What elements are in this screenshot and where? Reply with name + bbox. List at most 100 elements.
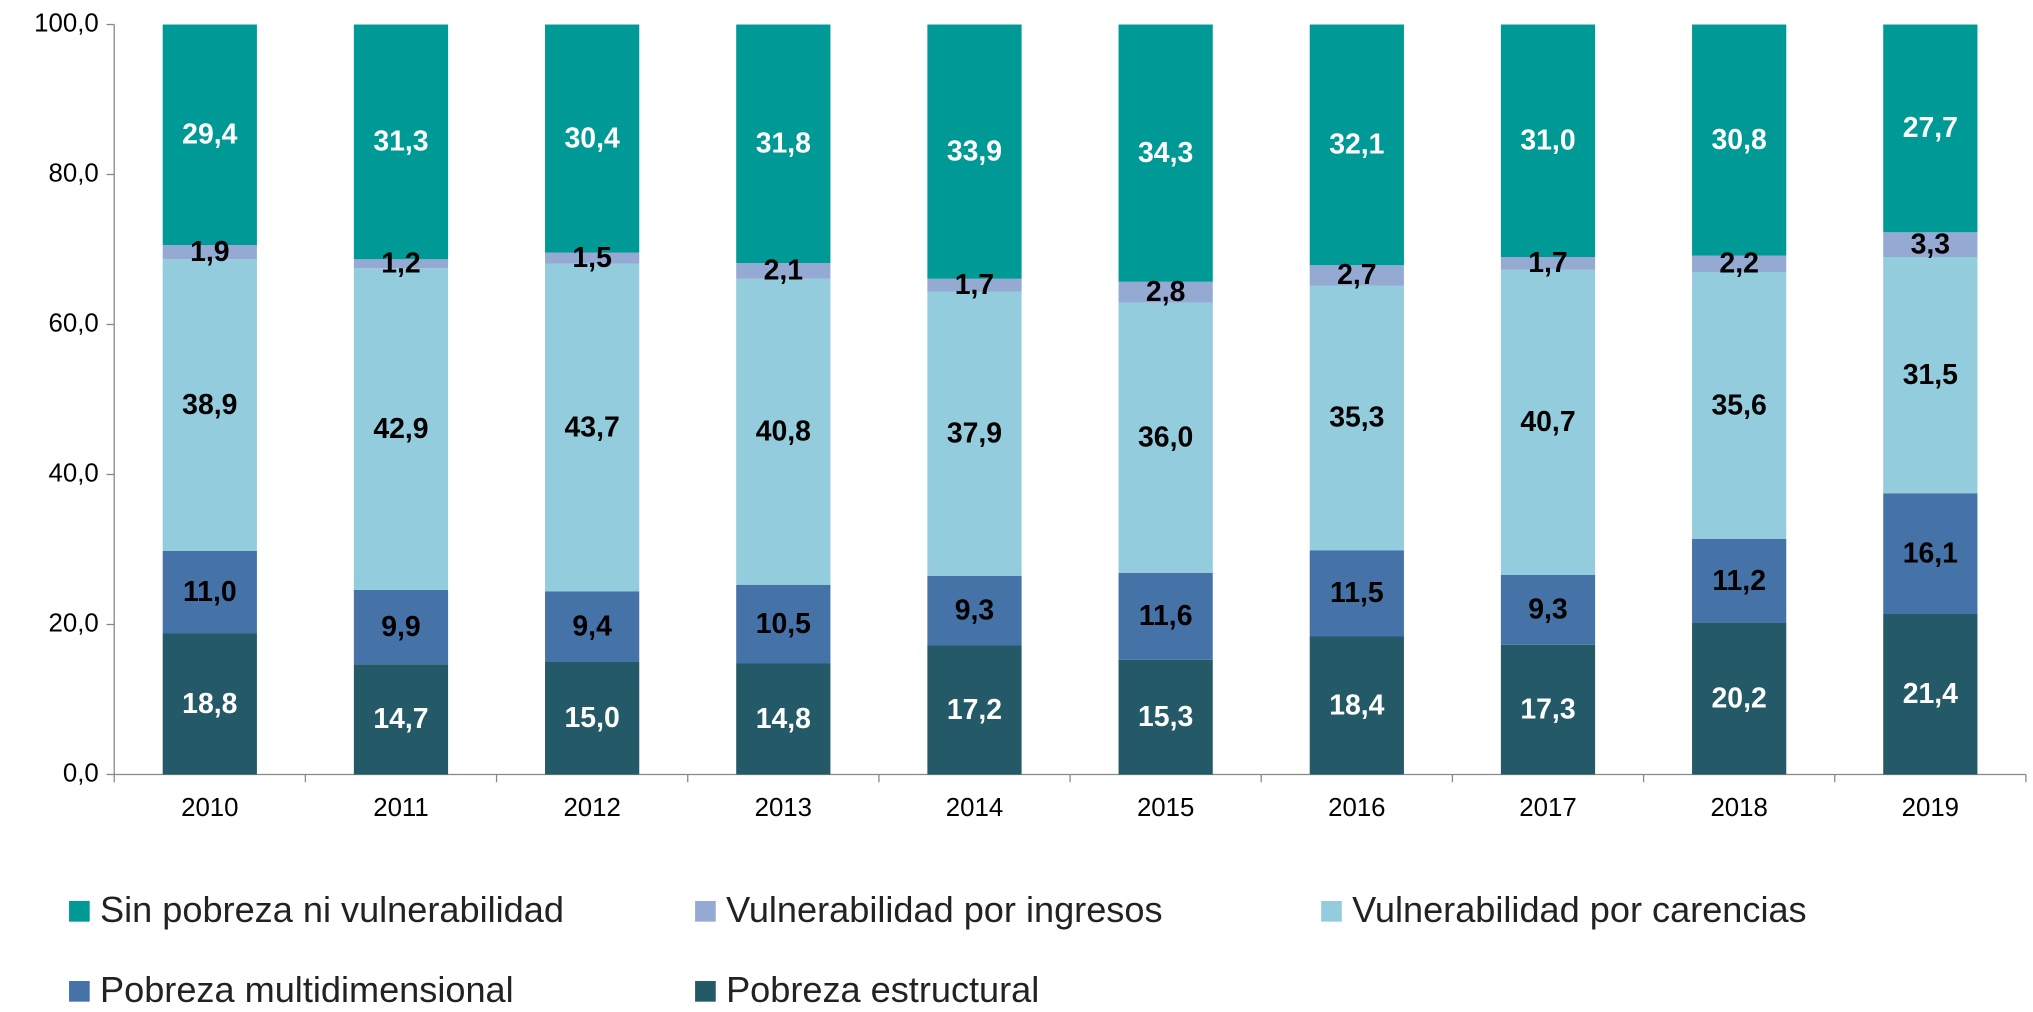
bar-segment: [353, 268, 449, 590]
value-label: 9,3: [1528, 594, 1567, 626]
legend-label: Pobreza estructural: [726, 969, 1039, 1010]
bar-segment: [1309, 550, 1404, 637]
y-tick-label: 100,0: [34, 9, 99, 37]
value-label: 42,9: [373, 413, 428, 445]
value-label: 17,2: [947, 694, 1002, 726]
bar-segment: [545, 24, 640, 253]
bar-segment: [1692, 272, 1787, 540]
bar-segment: [1118, 302, 1213, 573]
bar-segment: [1309, 24, 1404, 266]
bar-segment: [1692, 24, 1787, 256]
legend-swatch: [1321, 900, 1342, 922]
y-tick-label: 80,0: [49, 159, 99, 187]
value-label: 21,4: [1903, 678, 1958, 710]
bar-segment: [736, 263, 831, 279]
y-tick-label: 60,0: [49, 309, 99, 337]
bar-segment: [736, 24, 831, 264]
value-label: 1,7: [955, 269, 994, 301]
x-tick-label: 2013: [755, 794, 812, 822]
value-label: 31,3: [373, 126, 428, 158]
bar-segment: [1692, 622, 1787, 775]
bar-segment: [1500, 269, 1596, 575]
bar-segment: [1883, 613, 1978, 775]
value-label: 43,7: [565, 411, 620, 443]
value-label: 1,2: [381, 248, 420, 280]
value-label: 2,2: [1719, 248, 1758, 280]
value-label: 2,8: [1146, 276, 1185, 308]
bar-segment: [1309, 636, 1404, 775]
x-tick-label: 2011: [373, 794, 428, 822]
value-label: 34,3: [1138, 137, 1193, 169]
value-label: 18,4: [1329, 689, 1384, 721]
bar-segment: [927, 575, 1022, 646]
value-label: 31,5: [1903, 359, 1958, 391]
value-label: 14,7: [373, 703, 428, 735]
value-label: 35,6: [1712, 389, 1767, 421]
y-tick-label: 0,0: [63, 759, 99, 787]
legend-swatch: [69, 900, 90, 922]
bar-segment: [1118, 24, 1213, 282]
value-label: 2,1: [764, 255, 803, 287]
bar-segment: [1500, 24, 1596, 258]
bar-segment: [1883, 232, 1978, 258]
legend-swatch: [69, 981, 90, 1002]
value-label: 16,1: [1903, 537, 1958, 569]
x-tick-label: 2019: [1902, 794, 1959, 822]
value-label: 10,5: [756, 608, 811, 640]
value-label: 36,0: [1138, 422, 1193, 454]
value-label: 20,2: [1712, 683, 1767, 715]
value-label: 11,6: [1139, 600, 1193, 632]
value-label: 3,3: [1911, 228, 1950, 260]
value-label: 30,8: [1712, 124, 1767, 156]
x-tick-label: 2015: [1137, 794, 1194, 822]
bar-segment: [162, 259, 257, 552]
legend-label: Vulnerabilidad por ingresos: [726, 889, 1162, 930]
legend-label: Pobreza multidimensional: [100, 969, 514, 1010]
bar-segment: [1118, 572, 1213, 660]
bar-segment: [545, 661, 640, 775]
value-label: 17,3: [1520, 693, 1575, 725]
legend-label: Sin pobreza ni vulnerabilidad: [100, 889, 564, 930]
bar-segment: [353, 589, 449, 665]
value-label: 32,1: [1329, 129, 1384, 161]
bar-segment: [1692, 539, 1787, 623]
value-label: 9,4: [572, 611, 612, 643]
y-tick-label: 40,0: [49, 459, 99, 487]
bar-segment: [1309, 265, 1404, 286]
bar-segment: [736, 663, 831, 775]
bar-segment: [162, 633, 257, 775]
x-tick-label: 2016: [1328, 794, 1385, 822]
value-label: 15,0: [565, 702, 620, 734]
bar-segment: [927, 278, 1022, 292]
bar-segment: [162, 551, 257, 634]
bar-segment: [1883, 24, 1978, 233]
legend-label: Vulnerabilidad por carencias: [1352, 889, 1807, 930]
value-label: 30,4: [565, 122, 620, 154]
x-tick-label: 2018: [1710, 794, 1767, 822]
bar-segment: [353, 664, 449, 775]
value-label: 11,0: [183, 576, 237, 608]
bar-segment: [1692, 255, 1787, 273]
bar-segment: [1118, 281, 1213, 303]
bar-segment: [162, 24, 257, 246]
value-label: 1,7: [1528, 247, 1567, 279]
bar-segment: [1309, 285, 1404, 551]
bar-segment: [1500, 644, 1596, 775]
value-label: 40,8: [756, 416, 811, 448]
value-label: 11,2: [1712, 565, 1766, 597]
value-label: 40,7: [1520, 406, 1575, 438]
value-label: 35,3: [1329, 402, 1384, 434]
value-label: 1,9: [190, 236, 229, 268]
bar-segment: [1883, 257, 1978, 494]
value-label: 33,9: [947, 135, 1002, 167]
x-tick-label: 2017: [1519, 794, 1576, 822]
x-tick-label: 2012: [563, 794, 620, 822]
value-label: 15,3: [1138, 701, 1193, 733]
y-tick-label: 20,0: [49, 609, 99, 637]
bar-segment: [353, 24, 449, 260]
x-tick-label: 2014: [946, 794, 1003, 822]
bar-segment: [545, 252, 640, 264]
legend-swatch: [695, 900, 716, 922]
